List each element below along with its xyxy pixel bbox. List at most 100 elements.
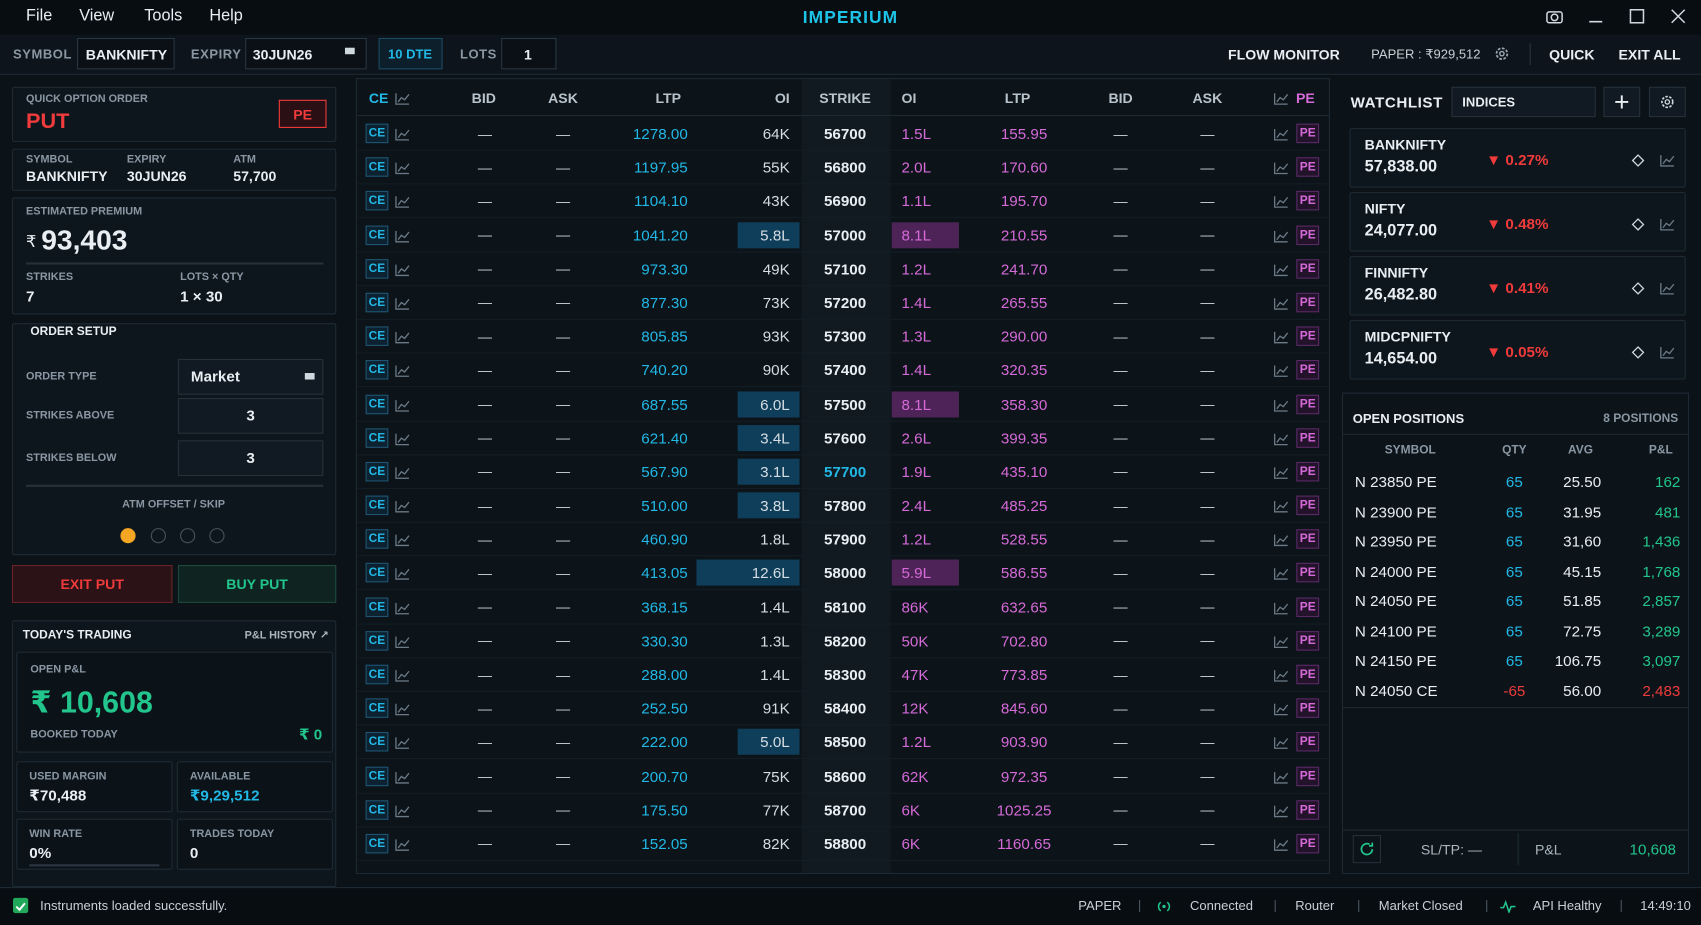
ce-tag-box[interactable] [365,800,389,820]
pe-tag-box[interactable] [1296,258,1320,279]
chart-icon[interactable] [395,736,410,750]
chart-icon[interactable] [395,499,410,513]
chart-icon[interactable] [395,296,410,310]
pe-tag-box[interactable] [1296,597,1320,617]
alert-icon[interactable] [1631,281,1645,295]
offset-dot[interactable] [180,528,196,544]
chart-icon[interactable] [395,161,410,175]
chart-icon[interactable] [1273,127,1289,141]
ce-tag-box[interactable] [365,563,389,583]
camera-button[interactable] [1546,9,1563,24]
chart-icon[interactable] [1273,600,1289,615]
pe-tag-box[interactable] [1296,563,1320,583]
ce-tag-box[interactable] [365,461,389,482]
pe-tag-box[interactable] [1296,630,1320,651]
ce-tag-box[interactable] [365,394,389,414]
chart-icon[interactable] [1273,803,1289,817]
chart-icon[interactable] [1660,217,1675,231]
chart-icon[interactable] [395,431,410,445]
settings-button[interactable] [1494,46,1510,62]
buy-put-button[interactable] [177,564,337,603]
pe-tag-box[interactable] [1296,833,1320,854]
chart-icon[interactable] [395,803,410,817]
pe-tag-box[interactable] [1296,529,1320,549]
ce-tag-box[interactable] [365,225,389,245]
chart-icon[interactable] [1273,668,1289,682]
pe-tag-box[interactable] [1296,225,1320,245]
chart-icon[interactable] [395,465,410,479]
setup-input[interactable] [177,358,324,395]
chart-icon[interactable] [395,127,410,141]
chart-icon[interactable] [395,702,410,716]
symbol-field[interactable] [77,37,175,70]
ce-tag-box[interactable] [365,597,389,617]
watchlist-filter[interactable] [1451,86,1596,118]
pe-tag-box[interactable] [1296,698,1320,719]
lots-field[interactable] [501,37,557,70]
quick-button[interactable]: QUICK [1549,46,1595,63]
ce-tag-box[interactable] [365,630,389,651]
pe-tag-box[interactable] [1296,191,1320,211]
chart-icon[interactable] [395,91,410,105]
minimize-button[interactable] [1588,9,1603,24]
chart-icon[interactable] [395,600,410,615]
setup-input[interactable] [177,440,324,477]
alert-icon[interactable] [1631,153,1645,167]
chart-icon[interactable] [395,364,410,378]
pe-tag-box[interactable] [1296,326,1320,347]
chart-icon[interactable] [395,837,410,851]
pnl-history-link[interactable]: P&L HISTORY ↗ [244,629,329,642]
exit-put-button[interactable] [11,564,173,603]
pe-tag-box[interactable] [1296,428,1320,448]
chart-icon[interactable] [1273,228,1289,242]
menu-item[interactable]: Help [209,6,243,25]
menu-item[interactable]: View [79,6,115,25]
chart-icon[interactable] [1660,345,1675,359]
chart-icon[interactable] [1660,281,1675,295]
ce-tag-box[interactable] [365,732,389,752]
chart-icon[interactable] [1273,397,1289,412]
pe-tag-box[interactable] [1296,461,1320,482]
refresh-button[interactable] [1352,834,1381,864]
chart-icon[interactable] [395,262,410,276]
chart-icon[interactable] [1273,634,1289,648]
ce-tag-box[interactable] [365,360,389,380]
chart-icon[interactable] [395,634,410,648]
ce-tag-box[interactable] [365,191,389,211]
chart-icon[interactable] [1273,465,1289,479]
pe-tag-box[interactable] [1296,800,1320,820]
chart-icon[interactable] [1273,195,1289,209]
pe-tag-box[interactable] [1296,766,1320,786]
pe-tag-box[interactable] [1296,394,1320,414]
ce-tag-box[interactable] [365,428,389,448]
pe-tag-box[interactable] [1296,664,1320,685]
offset-dot[interactable] [120,528,136,544]
chart-icon[interactable] [1273,262,1289,276]
ce-tag-box[interactable] [365,664,389,685]
chart-icon[interactable] [1273,296,1289,310]
close-button[interactable] [1671,9,1686,24]
watchlist-settings[interactable] [1648,86,1686,118]
chart-icon[interactable] [395,668,410,682]
pe-tag-box[interactable] [1296,360,1320,380]
setup-input[interactable] [177,397,324,434]
chart-icon[interactable] [1273,770,1289,784]
chart-icon[interactable] [395,533,410,547]
menu-item[interactable]: Tools [144,6,183,25]
pe-tag-box[interactable] [1296,495,1320,516]
chart-icon[interactable] [1273,533,1289,547]
ce-tag-box[interactable] [365,495,389,516]
maximize-button[interactable] [1629,9,1645,24]
alert-icon[interactable] [1631,345,1645,359]
chart-icon[interactable] [1273,837,1289,851]
flow-monitor-button[interactable]: FLOW MONITOR [1227,46,1340,63]
ce-tag-box[interactable] [365,123,389,144]
ce-tag-box[interactable] [365,698,389,719]
chart-icon[interactable] [395,228,410,242]
chart-icon[interactable] [1273,161,1289,175]
chart-icon[interactable] [395,195,410,209]
chart-icon[interactable] [395,567,410,581]
offset-dot[interactable] [209,528,225,544]
pe-tag-box[interactable] [1296,123,1320,144]
chart-icon[interactable] [1273,91,1289,105]
